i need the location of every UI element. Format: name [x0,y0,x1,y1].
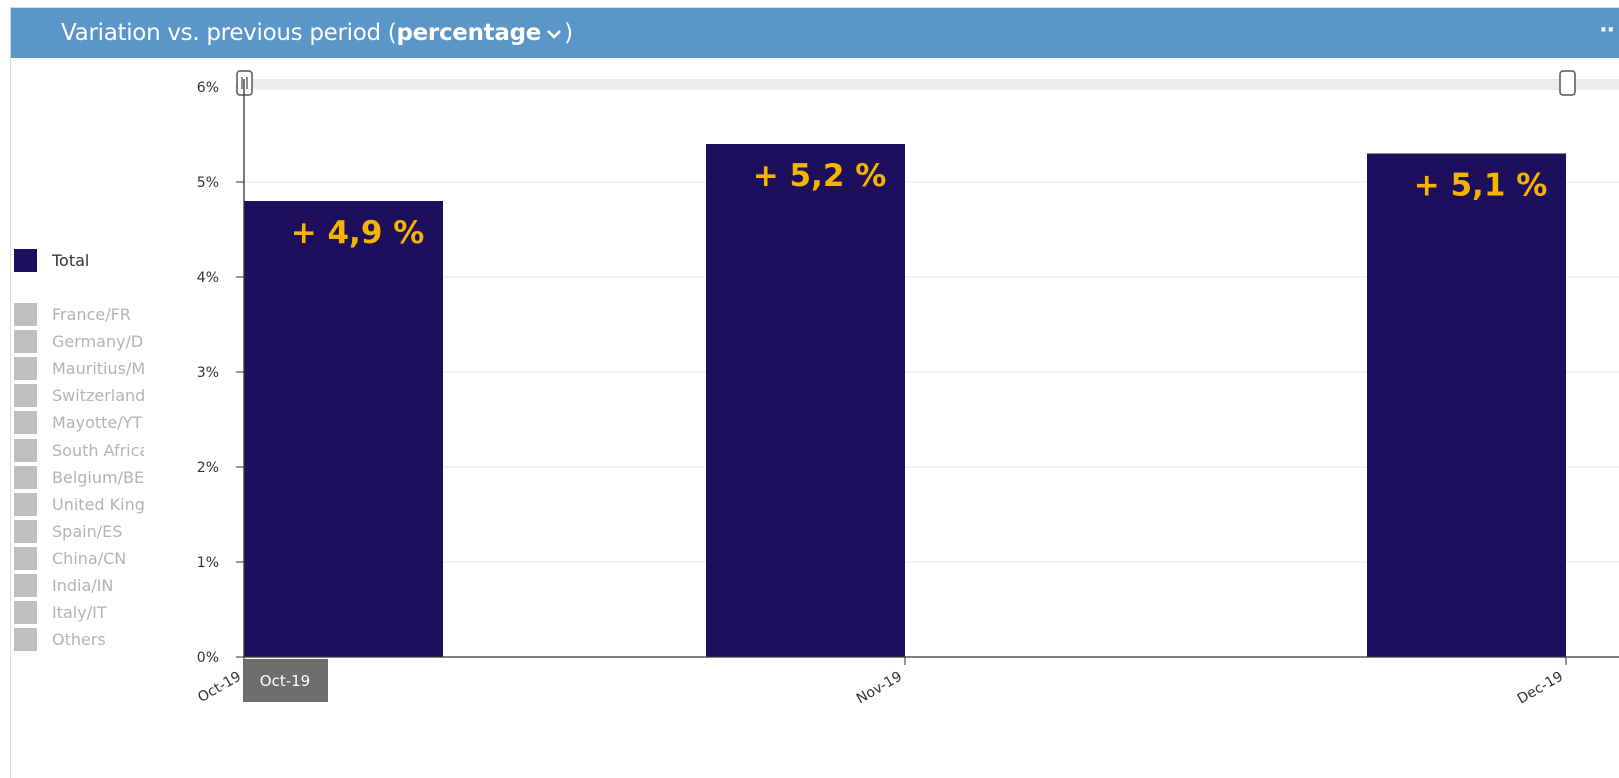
bar-data-label: + 4,9 % [291,215,425,251]
legend-item[interactable]: Spain/ES [14,519,164,543]
legend-label: Mauritius/MU [52,359,144,379]
panel-header: Variation vs. previous period (percentag… [11,8,1619,58]
panel-title: Variation vs. previous period (percentag… [61,20,573,46]
mode-dropdown[interactable]: percentage [396,20,564,46]
legend-swatch [14,574,37,597]
legend-label: India/IN [52,576,114,595]
title-prefix: Variation vs. previous period ( [61,20,397,46]
legend-item[interactable]: Germany/DE [14,330,164,354]
y-tick-label: 2% [197,460,219,476]
legend-swatch [14,465,37,489]
legend-label: China/CN [52,548,127,568]
legend-label: Switzerland/CH [52,386,144,406]
legend-label: Others [52,630,106,650]
legend-swatch [14,357,37,381]
y-tick-label: 6% [197,80,219,96]
more-options-icon[interactable]: ·· [1599,18,1615,43]
chevron-down-icon [547,29,561,39]
y-tick-label: 1% [197,555,219,571]
legend-item[interactable]: Total [14,249,164,272]
legend-label: United Kingdom/GB [52,494,144,514]
legend-swatch [14,330,37,354]
legend-swatch [14,601,37,625]
legend-item[interactable]: Mauritius/MU [14,357,164,381]
legend-swatch [14,303,37,326]
x-tick-label: Nov-19 [854,669,905,708]
legend-swatch [14,546,37,570]
legend-label: South Africa/ZA [52,440,144,460]
legend-label: Germany/DE [52,332,144,352]
legend-item[interactable]: France/FR [14,303,164,326]
legend-item[interactable]: Belgium/BE [14,465,164,489]
legend-swatch [14,384,37,408]
title-suffix: ) [564,20,573,46]
bar-data-label: + 5,1 % [1414,168,1548,204]
legend-swatch [14,249,37,272]
legend-label: Italy/IT [52,603,107,623]
bar[interactable] [1367,153,1566,658]
zoom-handle-right[interactable] [1559,70,1576,96]
legend-item[interactable]: Others [14,628,164,652]
legend-swatch [14,438,37,462]
legend-item[interactable]: South Africa/ZA [14,438,164,462]
bar[interactable] [244,201,443,657]
legend-label: Belgium/BE [52,467,144,487]
y-tick-label: 5% [197,175,219,191]
legend-item[interactable]: China/CN [14,546,164,570]
y-tick-label: 3% [197,365,219,381]
y-tick-label: 0% [197,650,219,666]
legend-label: Spain/ES [52,521,123,541]
legend-label: Mayotte/YT [52,413,143,433]
x-tick-label: Oct-19 [195,669,244,706]
axis-tooltip [243,659,328,702]
legend-swatch [14,411,37,435]
bar[interactable] [706,144,905,657]
x-tick-label: Dec-19 [1515,669,1566,708]
legend-label: France/FR [52,305,131,324]
legend-item[interactable]: United Kingdom/GB [14,492,164,516]
legend-swatch [14,519,37,543]
bar-data-label: + 5,2 % [753,158,887,194]
legend-item[interactable]: India/IN [14,574,164,597]
mode-label: percentage [396,20,542,46]
legend-swatch [14,628,37,652]
legend-swatch [14,492,37,516]
y-tick-label: 4% [197,270,219,286]
legend-item[interactable]: Switzerland/CH [14,384,164,408]
zoom-scrollbar-track[interactable] [244,79,1619,90]
legend-label: Total [52,251,90,270]
axis-tooltip-text: Oct-19 [260,672,310,690]
legend-item[interactable]: Italy/IT [14,601,164,625]
legend-item[interactable]: Mayotte/YT [14,411,164,435]
